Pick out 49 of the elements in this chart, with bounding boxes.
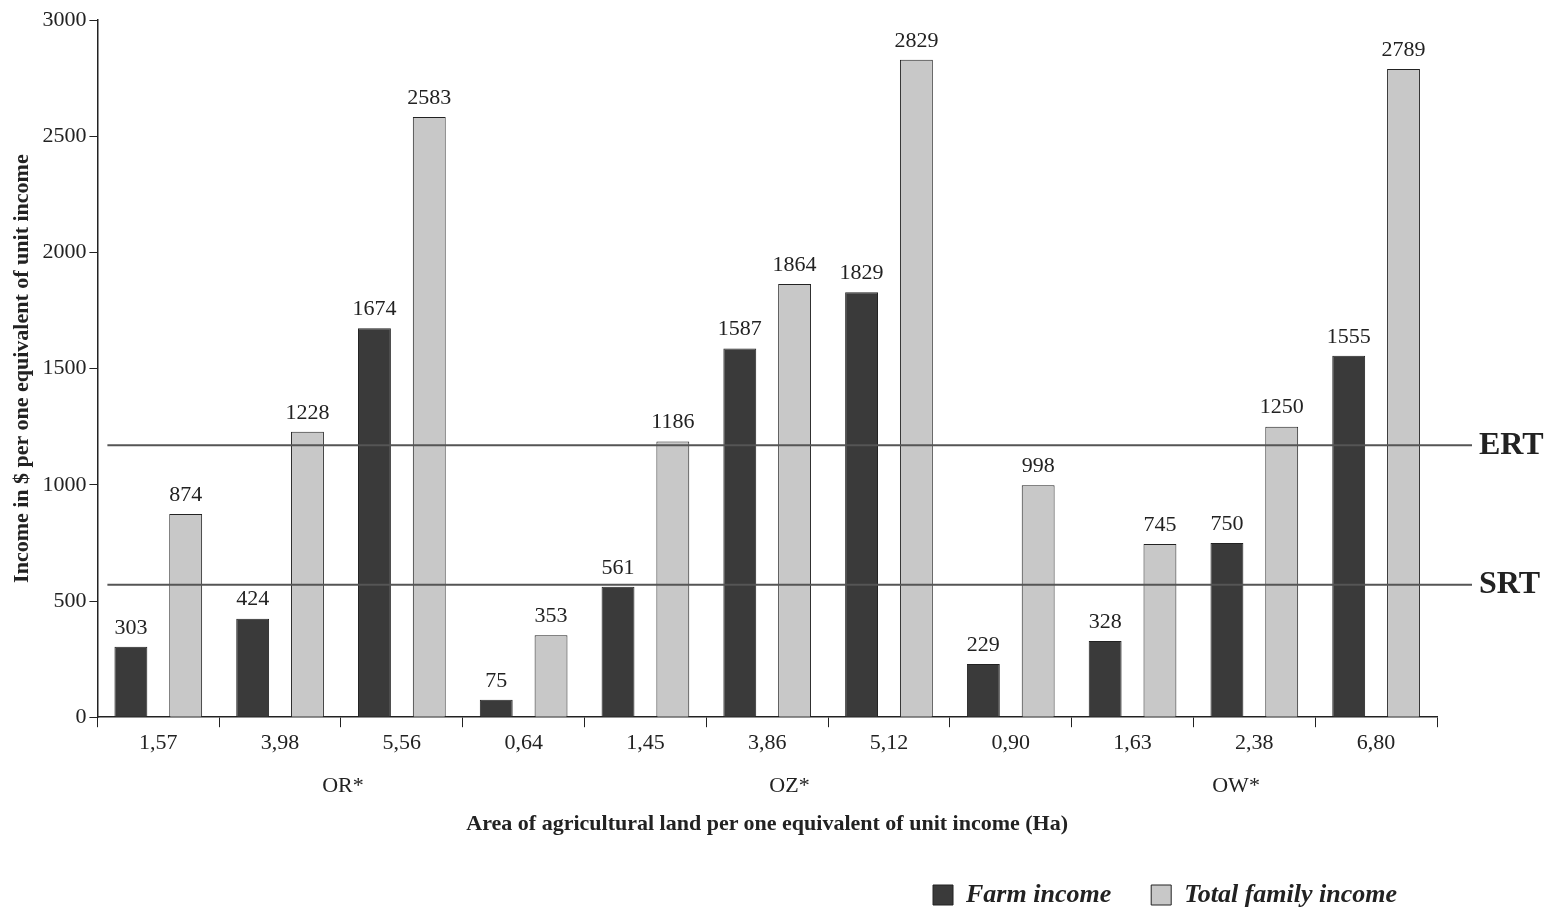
x-tick-label: 0,64 (504, 729, 543, 755)
text: OW* (1212, 771, 1260, 797)
data-label: 874 (169, 480, 203, 506)
x-tick-label: 1,57 (139, 729, 178, 755)
ref-line-label: SRT (1479, 564, 1541, 600)
data-label: 2789 (1381, 35, 1426, 61)
data-label: 2583 (407, 83, 452, 109)
data-label: 1250 (1259, 393, 1304, 419)
y-axis-title: Income in $ per one equivalent of unit income (7, 154, 33, 583)
x-tick-label: 6,80 (1356, 729, 1396, 755)
y-tick-label: 2500 (42, 121, 87, 147)
data-label: 303 (114, 613, 148, 639)
x-tick-label: 1,63 (1113, 729, 1152, 755)
text: OR* (322, 771, 364, 797)
x-axis-title: Area of agricultural land per one equivalent of unit income (Ha) (466, 810, 1069, 836)
ref-line-label: ERT (1479, 424, 1544, 461)
data-label: 1587 (717, 315, 762, 341)
data-label: 2829 (894, 26, 939, 52)
y-tick-label: 1000 (42, 470, 87, 496)
y-tick-label: 0 (75, 702, 87, 728)
data-label: 1555 (1326, 322, 1371, 348)
x-tick-label: 3,86 (747, 729, 787, 755)
y-tick-label: 500 (53, 586, 87, 612)
y-tick-label: 3000 (42, 5, 87, 31)
x-tick-label: 5,12 (869, 729, 909, 755)
x-tick-label: 2,38 (1235, 729, 1274, 755)
data-label: 1186 (651, 408, 695, 434)
legend-label: Farm income (965, 878, 1112, 908)
data-label: 229 (966, 630, 1000, 656)
data-label: 750 (1210, 509, 1244, 535)
y-tick-label: 1500 (42, 354, 87, 380)
x-tick-label: 3,98 (260, 729, 300, 755)
data-label: 1674 (352, 294, 397, 320)
data-label: 353 (534, 601, 568, 627)
data-label: 328 (1088, 607, 1122, 633)
data-label: 1829 (839, 258, 884, 284)
y-tick-label: 2000 (42, 238, 87, 264)
data-label: 745 (1143, 510, 1177, 536)
data-label: 75 (485, 666, 508, 692)
x-tick-label: 5,56 (382, 729, 422, 755)
x-tick-label: 0,90 (991, 729, 1031, 755)
data-label: 424 (236, 585, 270, 611)
legend-label: Total family income (1184, 878, 1398, 908)
x-tick-label: 1,45 (626, 729, 665, 755)
data-label: 998 (1021, 452, 1055, 478)
data-label: 1228 (285, 398, 330, 424)
text: OZ* (769, 771, 810, 797)
data-label: 561 (601, 553, 635, 579)
data-label: 1864 (772, 250, 817, 276)
